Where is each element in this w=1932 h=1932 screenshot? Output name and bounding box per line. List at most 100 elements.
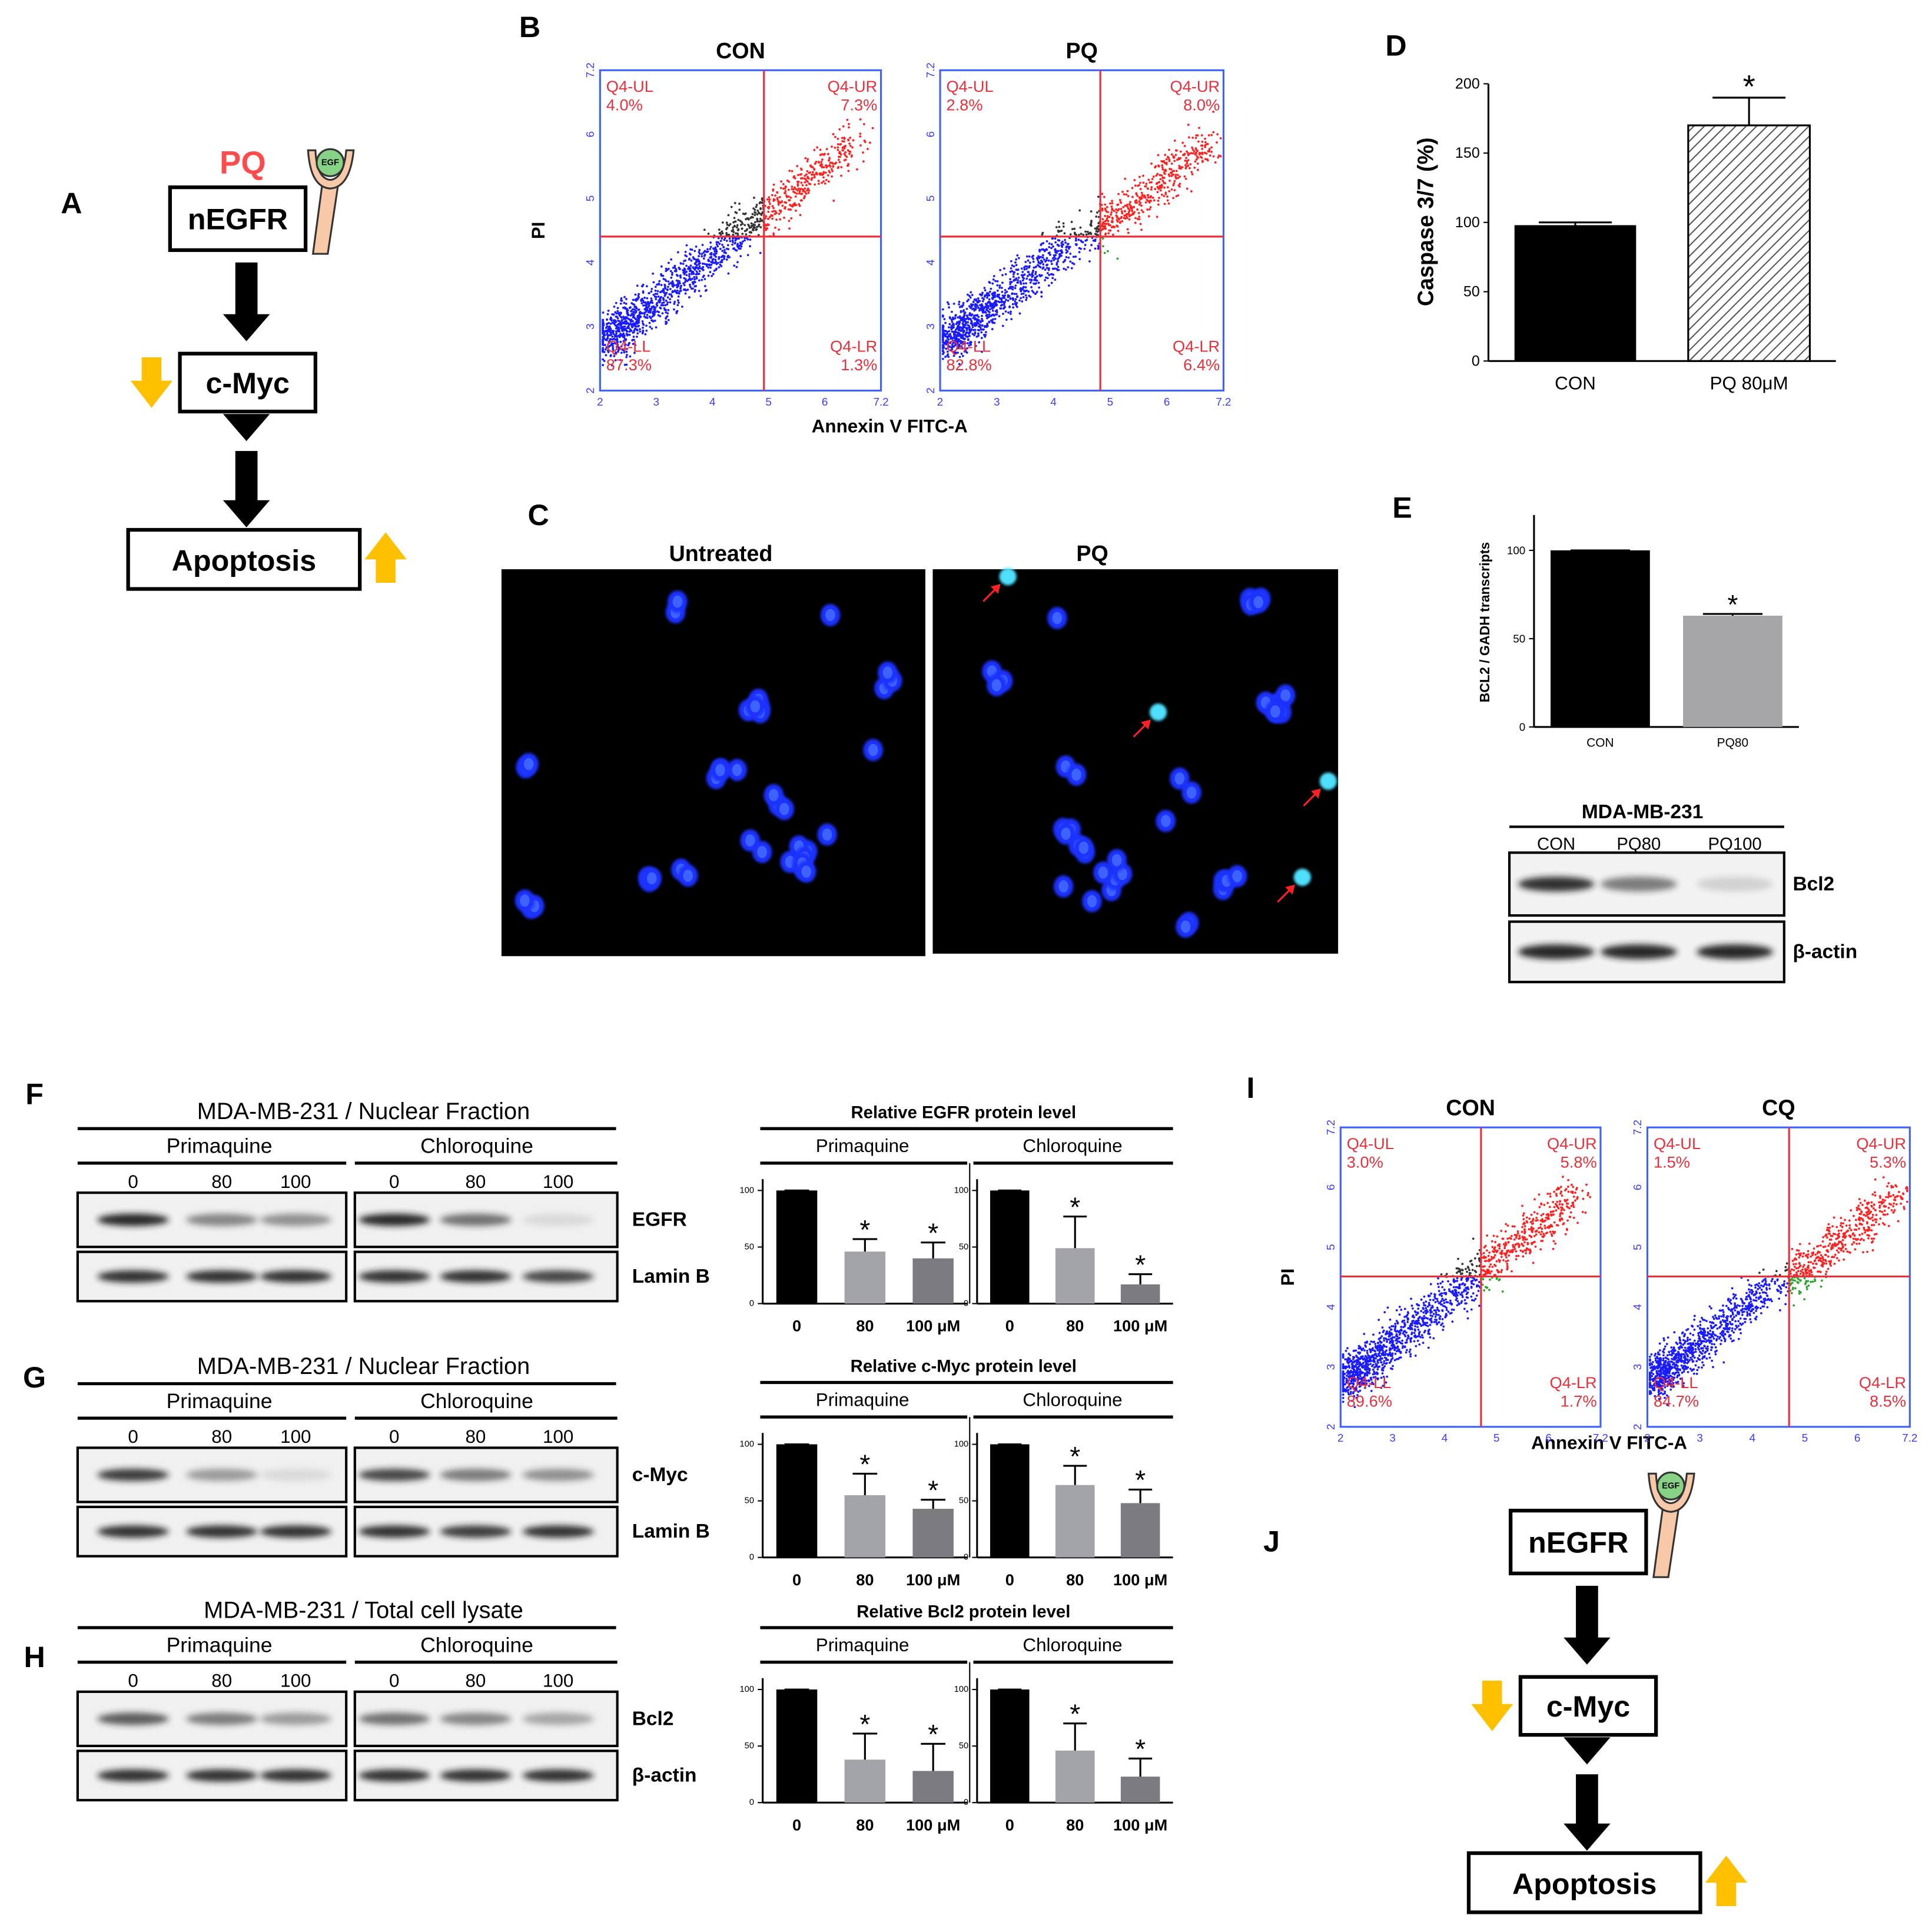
event-dot [804, 174, 806, 177]
event-dot [1196, 162, 1199, 165]
event-dot [1528, 1228, 1531, 1231]
event-dot [1762, 1268, 1765, 1271]
event-dot [1560, 1209, 1563, 1211]
event-dot [814, 176, 816, 178]
event-dot [1166, 186, 1169, 189]
event-dot [719, 233, 722, 236]
event-dot [749, 238, 752, 241]
event-dot [1142, 174, 1144, 177]
event-dot [951, 340, 954, 342]
event-dot [668, 261, 670, 264]
event-dot [1059, 253, 1062, 255]
event-dot [1589, 1196, 1592, 1199]
event-dot [1179, 185, 1181, 188]
event-dot [1193, 150, 1196, 152]
event-dot [616, 346, 619, 348]
y-tick-label: 7.2 [584, 62, 596, 78]
event-dot [1895, 1203, 1898, 1206]
axis-title: PI [1277, 1269, 1298, 1286]
event-dot [1548, 1226, 1551, 1229]
event-dot [1521, 1226, 1523, 1229]
event-dot [734, 239, 737, 242]
event-dot [1153, 199, 1156, 202]
event-dot [750, 226, 752, 229]
event-dot [644, 316, 647, 319]
event-dot [1347, 1352, 1350, 1355]
event-dot [1347, 1369, 1349, 1372]
event-dot [654, 311, 657, 313]
event-dot [715, 261, 717, 263]
event-dot [1117, 217, 1120, 220]
event-dot [648, 292, 650, 294]
event-dot [1533, 1234, 1536, 1237]
event-dot [988, 298, 991, 301]
event-dot [980, 294, 983, 297]
event-dot [1569, 1211, 1572, 1214]
event-dot [1443, 1299, 1445, 1302]
event-dot [982, 328, 985, 331]
event-dot [1060, 249, 1063, 252]
event-dot [1492, 1234, 1495, 1237]
event-dot [1374, 1343, 1377, 1345]
event-dot [738, 203, 741, 205]
event-dot [602, 331, 605, 333]
event-dot [1169, 180, 1171, 182]
event-dot [1441, 1318, 1444, 1320]
event-dot [702, 251, 705, 254]
event-dot [1525, 1238, 1528, 1241]
event-dot [1173, 180, 1176, 182]
event-dot [608, 334, 610, 337]
event-dot [1051, 277, 1054, 280]
event-dot [721, 244, 723, 246]
event-dot [838, 161, 841, 164]
event-dot [662, 304, 665, 307]
event-dot [1538, 1193, 1541, 1196]
event-dot [1523, 1231, 1526, 1234]
event-dot [673, 266, 676, 269]
event-dot [1452, 1278, 1455, 1281]
event-dot [1486, 1249, 1488, 1252]
event-dot [1164, 182, 1167, 185]
event-dot [1362, 1355, 1364, 1357]
event-dot [1460, 1300, 1463, 1303]
event-dot [602, 324, 605, 327]
event-dot [1491, 1246, 1494, 1249]
event-dot [1187, 154, 1190, 157]
event-dot [964, 311, 967, 314]
event-dot [1034, 273, 1037, 275]
event-dot [1064, 268, 1067, 271]
event-dot [689, 286, 692, 288]
event-dot [1102, 245, 1104, 248]
event-dot [1539, 1223, 1542, 1226]
event-dot [636, 328, 639, 331]
event-dot [1394, 1353, 1397, 1355]
event-dot [1456, 1277, 1459, 1280]
event-dot [772, 207, 775, 210]
event-dot [679, 276, 682, 279]
event-dot [859, 118, 862, 121]
quadrant-name: Q4-UR [1170, 77, 1220, 95]
event-dot [960, 317, 962, 320]
event-dot [1032, 260, 1035, 263]
event-dot [1541, 1230, 1543, 1233]
event-dot [1416, 1339, 1419, 1342]
event-dot [1487, 1269, 1490, 1272]
event-dot [991, 282, 994, 285]
event-dot [1219, 137, 1222, 140]
event-dot [968, 333, 970, 335]
event-dot [1005, 290, 1008, 293]
event-dot [841, 140, 844, 142]
event-dot [733, 264, 736, 267]
event-dot [977, 320, 979, 323]
event-dot [1032, 254, 1034, 257]
event-dot [825, 148, 828, 151]
event-dot [673, 289, 676, 292]
event-dot [1848, 1219, 1851, 1222]
event-dot [788, 227, 791, 230]
event-dot [1041, 231, 1044, 234]
event-dot [991, 309, 994, 312]
event-dot [1142, 211, 1144, 214]
event-dot [1057, 244, 1060, 247]
event-dot [990, 287, 992, 290]
event-dot [1101, 237, 1104, 240]
